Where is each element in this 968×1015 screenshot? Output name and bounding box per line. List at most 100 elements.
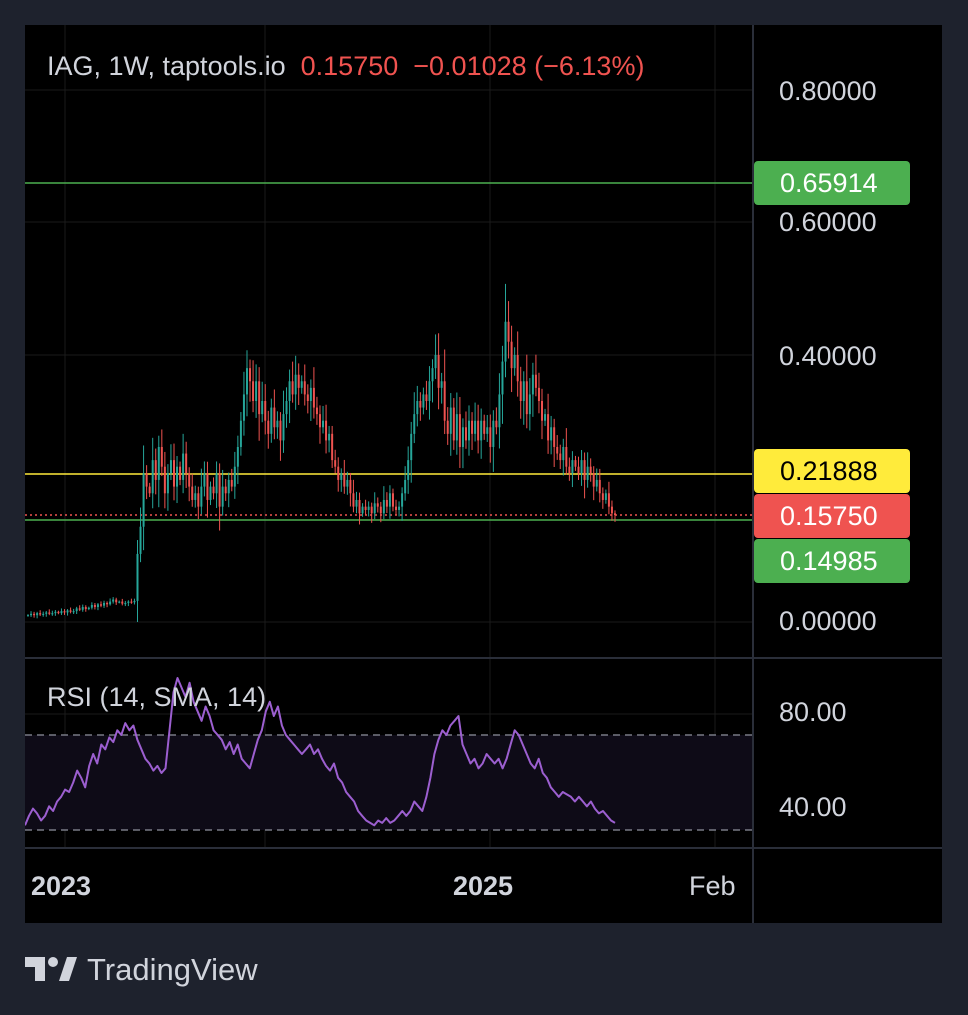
- candle-body: [431, 368, 434, 382]
- candle-body: [252, 381, 255, 401]
- candle-body: [565, 446, 568, 467]
- candle-body: [501, 361, 504, 395]
- candle-body: [352, 493, 355, 507]
- candle-body: [522, 381, 525, 401]
- candle-body: [449, 407, 452, 434]
- candle-body: [179, 466, 182, 480]
- candle-body: [434, 355, 437, 369]
- candle-body: [586, 466, 589, 480]
- rsi-band-fill: [25, 735, 753, 830]
- candle-body: [145, 473, 148, 487]
- candle-body: [513, 355, 516, 369]
- candle-body: [364, 506, 367, 510]
- candle-body: [27, 615, 29, 617]
- candle-body: [614, 513, 616, 515]
- candle-body: [249, 368, 252, 382]
- candle-body: [315, 407, 318, 415]
- candle-body: [559, 453, 562, 461]
- candle-body: [312, 387, 315, 408]
- candle-body: [106, 602, 109, 605]
- candle-body: [124, 602, 127, 605]
- candle-body: [36, 613, 39, 616]
- candle-body: [300, 381, 303, 388]
- candle-body: [388, 493, 391, 507]
- candle-body: [361, 506, 364, 514]
- candle-body: [349, 479, 352, 494]
- candle-body: [556, 446, 559, 454]
- candle-body: [398, 506, 401, 510]
- candle-body: [93, 604, 96, 608]
- candle-body: [483, 420, 486, 434]
- candle-body: [610, 506, 613, 514]
- candle-body: [99, 604, 102, 606]
- candle-body: [370, 506, 373, 514]
- candle-body: [112, 599, 115, 602]
- candle-body: [127, 601, 130, 603]
- candle-body: [507, 321, 510, 342]
- candle-body: [261, 400, 264, 415]
- tradingview-brand[interactable]: TradingView: [25, 950, 258, 990]
- candle-body: [440, 381, 443, 388]
- candle-body: [318, 414, 321, 428]
- candle-body: [458, 414, 461, 447]
- candle-body: [607, 493, 610, 507]
- candle-body: [422, 394, 425, 408]
- candle-body: [282, 414, 285, 441]
- candle-body: [337, 466, 340, 480]
- candle-body: [446, 420, 449, 434]
- candle-body: [215, 473, 218, 494]
- candle-body: [139, 526, 142, 554]
- symbol-label: IAG, 1W, taptools.io: [47, 51, 286, 81]
- candle-body: [495, 420, 498, 428]
- candle-body: [322, 420, 325, 428]
- candle-body: [136, 553, 139, 601]
- chart-frame[interactable]: IAG, 1W, taptools.io 0.15750 −0.01028 (−…: [25, 25, 942, 923]
- chart-canvas[interactable]: [25, 25, 942, 923]
- candle-body: [245, 368, 248, 395]
- candle-body: [428, 381, 431, 401]
- price-tag-last: 0.15750: [754, 494, 910, 538]
- price-tick-label: 0.00000: [779, 606, 877, 636]
- candle-body: [84, 607, 87, 610]
- candle-body: [343, 473, 346, 487]
- candle-body: [130, 601, 133, 603]
- brand-text: TradingView: [87, 952, 258, 987]
- candle-body: [334, 460, 337, 467]
- candle-body: [191, 486, 194, 500]
- candle-body: [373, 503, 376, 514]
- candle-body: [303, 381, 306, 395]
- candle-body: [185, 453, 188, 474]
- candle-body: [425, 394, 428, 401]
- candle-body: [598, 479, 601, 494]
- candle-body: [410, 433, 413, 461]
- candle-body: [255, 381, 258, 401]
- price-tag-top-green: 0.65914: [754, 161, 910, 205]
- candle-body: [212, 486, 215, 494]
- candle-body: [236, 446, 239, 467]
- price-legend: IAG, 1W, taptools.io 0.15750 −0.01028 (−…: [47, 51, 644, 82]
- candle-body: [306, 394, 309, 401]
- candle-body: [115, 599, 118, 603]
- horizontal-lines: [25, 182, 753, 521]
- candle-body: [340, 473, 343, 480]
- candle-body: [416, 400, 419, 415]
- candle-body: [121, 601, 124, 604]
- candle-body: [151, 460, 154, 494]
- candle-body: [401, 493, 404, 507]
- candle-body: [39, 613, 42, 615]
- candle-body: [169, 460, 172, 474]
- candle-body: [498, 394, 501, 428]
- candle-body: [218, 473, 221, 507]
- candle-body: [242, 394, 245, 421]
- candle-body: [407, 460, 410, 480]
- candle-body: [51, 613, 54, 615]
- candle-body: [109, 601, 112, 605]
- candle-body: [553, 427, 556, 447]
- candle-body: [297, 374, 300, 388]
- candle-body: [516, 355, 519, 382]
- rsi-tick-label: 40.00: [779, 792, 847, 822]
- candle-body: [200, 486, 203, 507]
- candle-body: [489, 427, 492, 447]
- candle-body: [182, 453, 185, 480]
- candle-body: [279, 420, 282, 441]
